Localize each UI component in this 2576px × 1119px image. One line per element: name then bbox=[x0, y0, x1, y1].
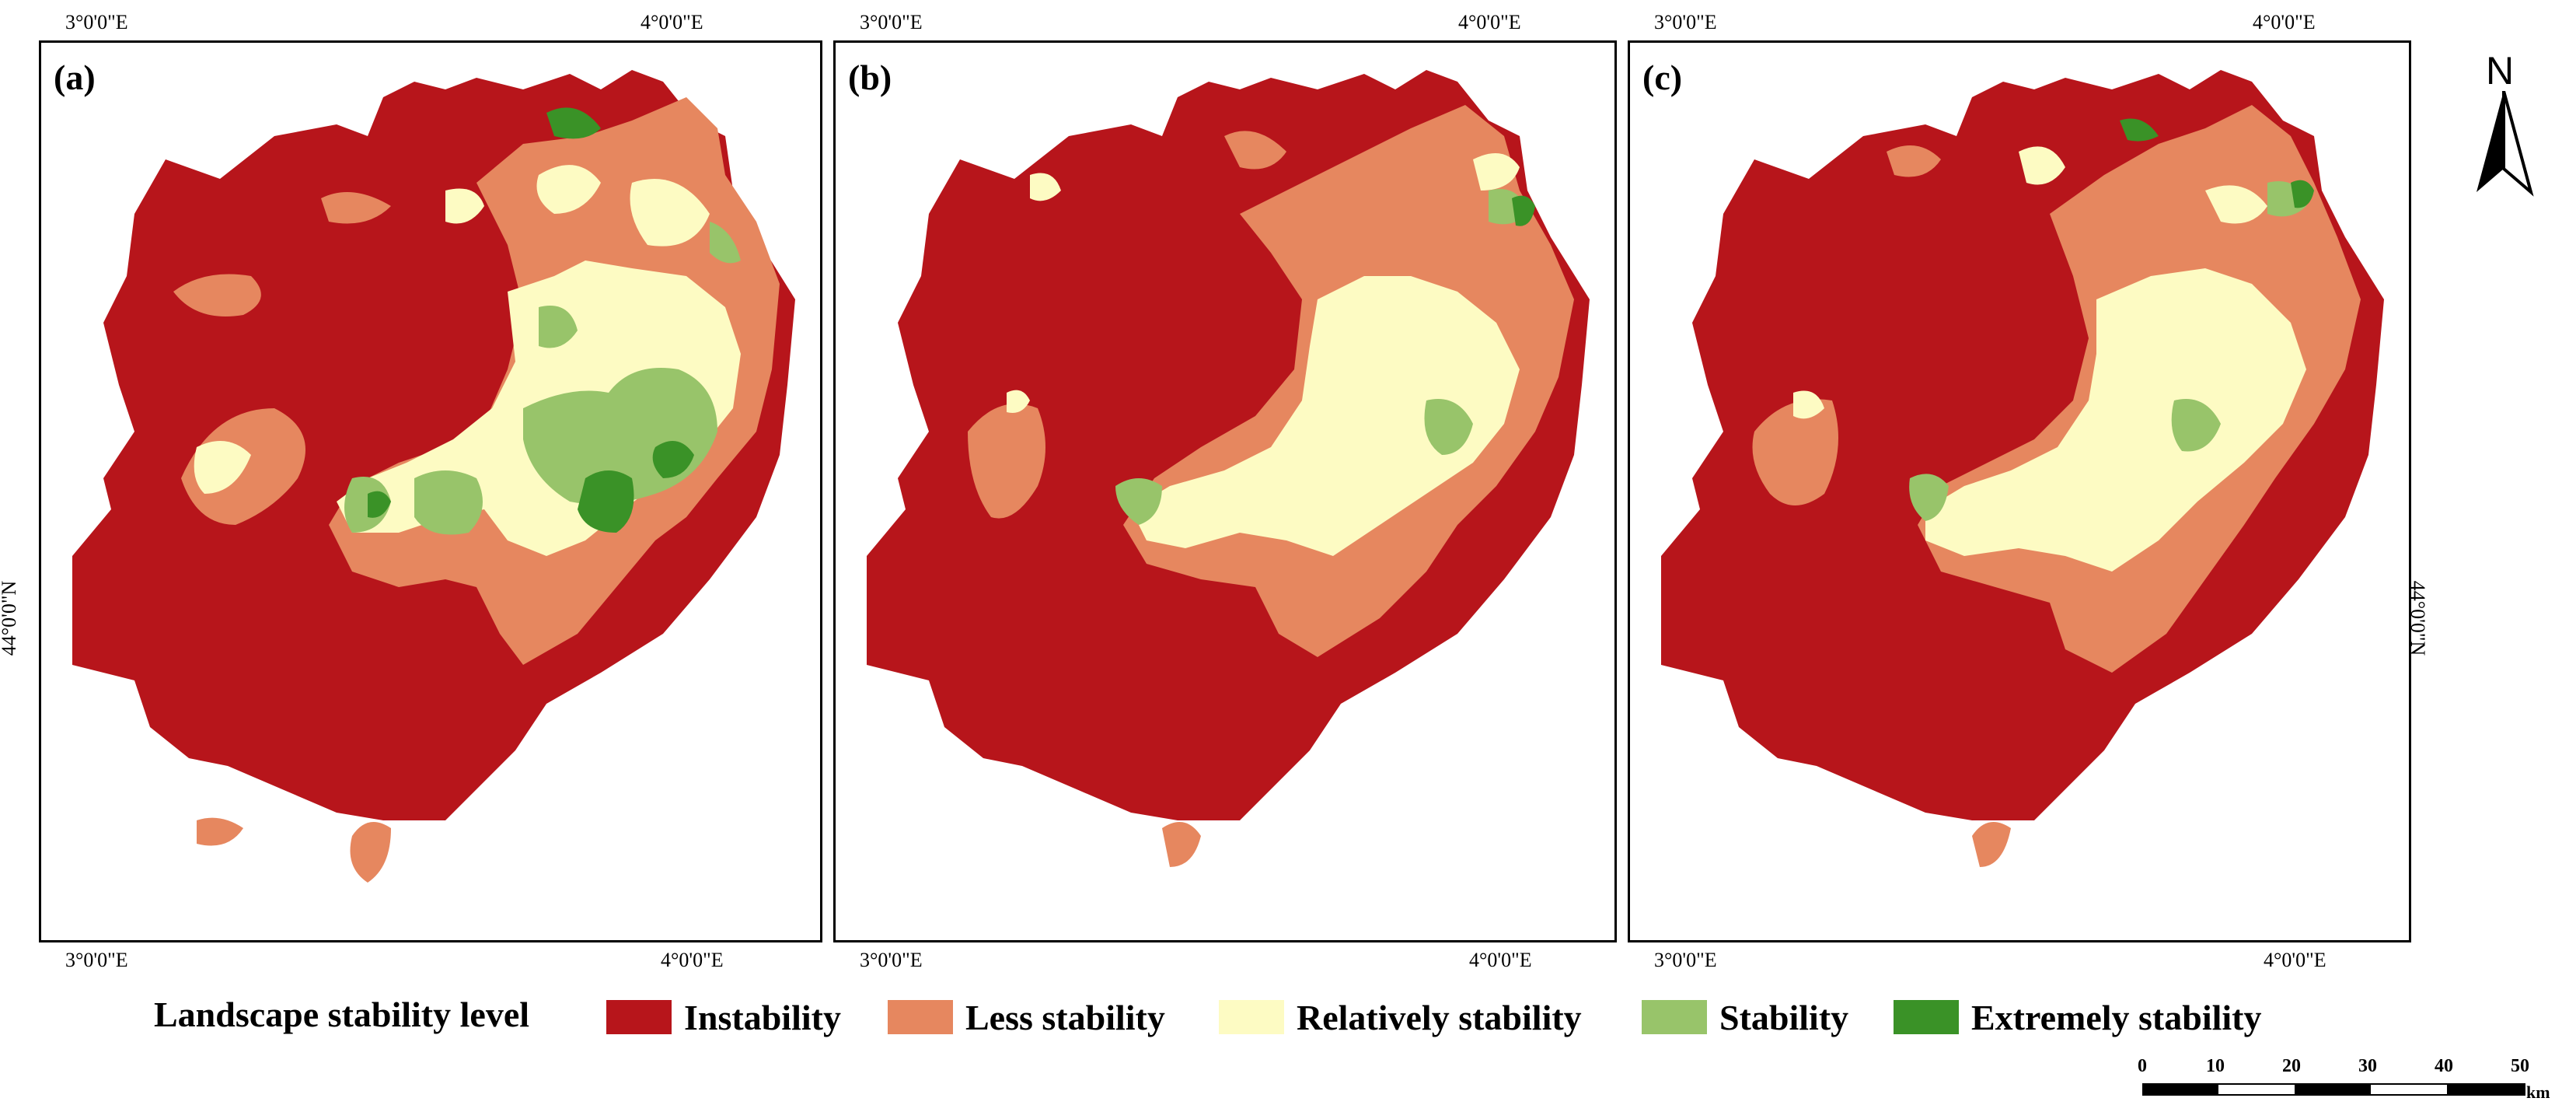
scale-tick-label: 40 bbox=[2435, 1056, 2453, 1076]
lon-label-bottom-left: 3°0'0"E bbox=[1654, 949, 1717, 971]
region-less-stability bbox=[321, 192, 391, 224]
region-relatively-stability bbox=[194, 441, 251, 494]
panel-label: (a) bbox=[54, 58, 96, 97]
legend-swatch bbox=[606, 1000, 672, 1034]
region-less-stability bbox=[1162, 822, 1201, 867]
map-panel-b: (b) bbox=[833, 40, 1617, 942]
lon-label-top-right: 4°0'0"E bbox=[2253, 11, 2316, 33]
legend-swatch bbox=[1894, 1000, 1959, 1034]
region-less-stability bbox=[173, 274, 261, 316]
lat-label: 44°0'0"N bbox=[2407, 580, 2430, 656]
scale-tick-label: 30 bbox=[2358, 1056, 2377, 1076]
scale-tick-label: 50 bbox=[2511, 1056, 2529, 1076]
region-extremely-stability bbox=[2120, 118, 2159, 142]
lon-label-bottom-right: 4°0'0"E bbox=[661, 949, 724, 971]
lon-label-top-left: 3°0'0"E bbox=[860, 11, 923, 33]
region-stability bbox=[539, 306, 578, 348]
scale-tick-label: 20 bbox=[2282, 1056, 2301, 1076]
scale-tick-label: 10 bbox=[2206, 1056, 2225, 1076]
region-relatively-stability bbox=[536, 165, 601, 214]
stability-map-c bbox=[1661, 70, 2384, 867]
region-less-stability bbox=[1752, 399, 1838, 505]
region-relatively-stability bbox=[1131, 276, 1520, 556]
region-relatively-stability bbox=[630, 179, 710, 247]
legend-label: Instability bbox=[684, 998, 841, 1037]
lon-label-top-right: 4°0'0"E bbox=[641, 11, 703, 33]
map-panel-c: (c) bbox=[1628, 40, 2411, 942]
region-less-stability bbox=[197, 817, 243, 846]
north-arrow-icon bbox=[2477, 91, 2534, 197]
scale-bar-graphic bbox=[2142, 1083, 2525, 1096]
scale-tick-label: 0 bbox=[2138, 1056, 2147, 1076]
lat-label: 44°0'0"N bbox=[0, 580, 21, 656]
region-stability bbox=[1115, 478, 1162, 525]
scale-bar: 0 10 20 30 40 50 km bbox=[2138, 1056, 2573, 1118]
stability-map-b bbox=[867, 70, 1590, 867]
lon-label-top-left: 3°0'0"E bbox=[1654, 11, 1717, 33]
region-relatively-stability bbox=[1030, 173, 1061, 201]
legend-title: Landscape stability level bbox=[154, 995, 530, 1034]
legend-label: Extremely stability bbox=[1971, 998, 2262, 1037]
region-stability bbox=[1424, 399, 1473, 455]
panel-label: (b) bbox=[848, 58, 892, 97]
region-extremely-stability bbox=[1512, 195, 1535, 226]
region-extremely-stability bbox=[368, 491, 391, 518]
region-relatively-stability bbox=[1793, 390, 1824, 419]
lon-label-bottom-right: 4°0'0"E bbox=[1469, 949, 1532, 971]
scale-unit: km bbox=[2526, 1082, 2550, 1102]
region-relatively-stability bbox=[1925, 268, 2306, 572]
legend-swatch bbox=[888, 1000, 953, 1034]
region-extremely-stability bbox=[546, 107, 601, 139]
legend: Landscape stability level Instability Le… bbox=[0, 989, 2576, 1051]
region-relatively-stability bbox=[2205, 185, 2267, 224]
north-letter: N bbox=[2486, 49, 2515, 93]
region-extremely-stability bbox=[652, 441, 694, 478]
legend-label: Relatively stability bbox=[1297, 998, 1582, 1037]
region-extremely-stability bbox=[2291, 180, 2314, 208]
region-extremely-stability bbox=[578, 470, 634, 533]
region-relatively-stability bbox=[1007, 390, 1030, 413]
region-stability bbox=[414, 470, 483, 535]
legend-label: Less stability bbox=[965, 998, 1165, 1037]
panel-label: (c) bbox=[1642, 58, 1683, 97]
lon-label-top-right: 4°0'0"E bbox=[1458, 11, 1521, 33]
lon-label-top-left: 3°0'0"E bbox=[65, 11, 128, 33]
region-stability bbox=[2171, 399, 2221, 452]
region-stability bbox=[1909, 474, 1949, 521]
region-less-stability bbox=[1972, 822, 2011, 867]
region-relatively-stability bbox=[2019, 146, 2065, 185]
region-relatively-stability bbox=[1473, 153, 1520, 191]
region-stability bbox=[710, 222, 741, 264]
region-less-stability bbox=[1887, 145, 1941, 177]
region-relatively-stability bbox=[445, 188, 484, 224]
map-panel-a: (a) bbox=[39, 40, 822, 942]
legend-label: Stability bbox=[1719, 998, 1849, 1037]
legend-swatch bbox=[1219, 1000, 1284, 1034]
lon-label-bottom-right: 4°0'0"E bbox=[2264, 949, 2326, 971]
lon-label-bottom-left: 3°0'0"E bbox=[860, 949, 923, 971]
region-less-stability bbox=[350, 822, 391, 883]
region-less-stability bbox=[1224, 131, 1286, 170]
lon-label-bottom-left: 3°0'0"E bbox=[65, 949, 128, 971]
legend-swatch bbox=[1642, 1000, 1707, 1034]
stability-map-a bbox=[72, 70, 795, 883]
region-less-stability bbox=[968, 404, 1045, 519]
north-arrow: N bbox=[2469, 48, 2539, 204]
